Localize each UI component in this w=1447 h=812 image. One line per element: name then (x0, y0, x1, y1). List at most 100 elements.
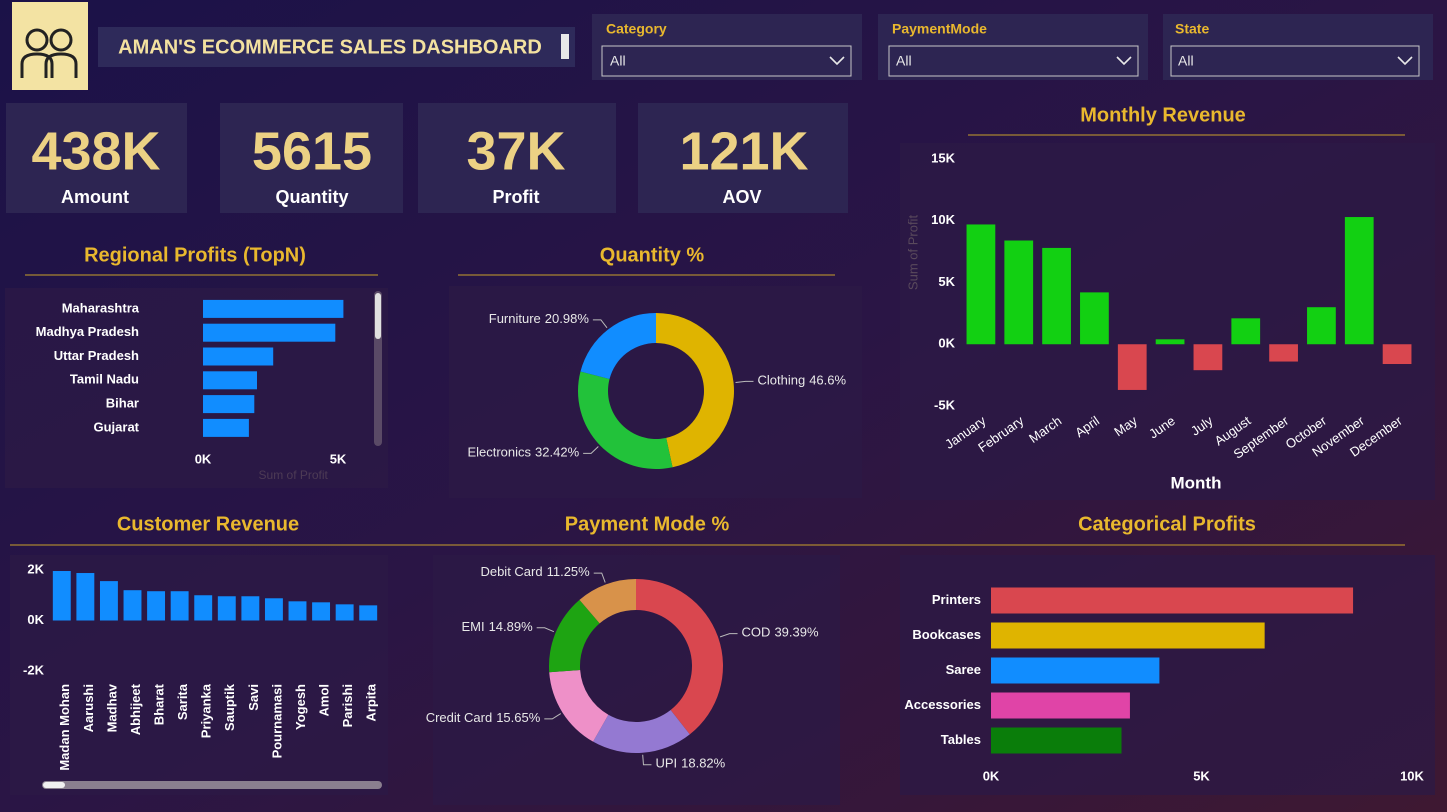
data-label: COD 39.39% (742, 625, 819, 640)
dropdown[interactable] (1170, 45, 1420, 77)
dropdown[interactable] (601, 45, 852, 77)
bar (76, 573, 95, 621)
bar (264, 598, 283, 621)
kpi-label: AOV (722, 187, 761, 207)
y-tick-label: -2K (23, 662, 45, 677)
bar (170, 591, 189, 621)
bar (991, 727, 1122, 754)
scrollbar[interactable] (42, 781, 382, 789)
bar (217, 596, 236, 621)
kpi-value: 121K (679, 121, 808, 181)
donut-segment (579, 579, 636, 624)
slicer-label: Category (606, 21, 667, 37)
x-tick-label: 0K (983, 768, 1000, 783)
chart-title: Monthly Revenue (1080, 104, 1246, 126)
category-label: Tables (941, 732, 981, 747)
x-axis-label: Month (1171, 473, 1222, 492)
y-tick-label: 0K (938, 336, 955, 351)
bar (1117, 344, 1147, 390)
bar (1042, 247, 1071, 345)
bar (312, 602, 331, 621)
chart-title: Payment Mode % (565, 513, 730, 535)
data-label: Electronics 32.42% (467, 445, 579, 460)
scrollbar-thumb[interactable] (43, 782, 65, 788)
slicer[interactable]: State All (1163, 14, 1433, 80)
donut-segment (548, 599, 600, 673)
bar (203, 347, 274, 366)
y-tick-label: -5K (934, 397, 956, 412)
slicer[interactable]: Category All (592, 14, 862, 80)
leader-line (583, 446, 599, 454)
y-tick-label: 10K (931, 212, 955, 227)
donut-segment (578, 371, 673, 470)
x-axis-label: Sum of Profit (259, 468, 329, 482)
x-tick-label: Aarushi (81, 684, 96, 732)
data-label-value: 46.6% (809, 373, 846, 388)
slicer-label: State (1175, 21, 1209, 37)
bar (147, 591, 166, 621)
data-label: Clothing 46.6% (757, 373, 846, 388)
data-label: Credit Card 15.65% (426, 710, 541, 725)
category-label: Uttar Pradesh (54, 348, 139, 363)
bar (991, 692, 1130, 719)
bar (1193, 344, 1223, 371)
scrollbar-thumb[interactable] (375, 293, 381, 339)
bar (1382, 344, 1412, 365)
data-label-name: EMI (461, 619, 484, 634)
chart-title: Quantity % (600, 244, 705, 266)
x-tick-label: Parishi (340, 684, 355, 727)
bar (1231, 318, 1261, 345)
logo (12, 2, 88, 90)
bar (991, 587, 1354, 614)
title-box (98, 27, 575, 67)
bar (1155, 339, 1185, 345)
category-label: Tamil Nadu (70, 372, 139, 387)
kpi-card (418, 103, 616, 213)
data-label: UPI 18.82% (655, 756, 725, 771)
bar (203, 395, 255, 414)
donut-segment (593, 710, 690, 753)
kpi-label: Profit (493, 187, 540, 207)
bar (203, 371, 257, 390)
leader-line (592, 319, 608, 329)
leader-line (544, 713, 562, 720)
data-label: Furniture 20.98% (489, 311, 590, 326)
bar (203, 323, 336, 342)
data-label-value: 18.82% (681, 756, 726, 771)
bar (203, 299, 344, 318)
bar (359, 605, 378, 621)
category-label: Printers (932, 592, 981, 607)
bar (1269, 344, 1298, 362)
x-tick-label: Madan Mohan (57, 684, 72, 771)
category-label: Bihar (106, 396, 139, 411)
data-label-name: Clothing (757, 373, 805, 388)
x-tick-label: 5K (1193, 768, 1210, 783)
dropdown[interactable] (888, 45, 1139, 77)
slicer-value: All (1178, 53, 1194, 69)
bar (1004, 240, 1034, 345)
slicer[interactable]: PaymentMode All (878, 14, 1148, 80)
x-tick-label: Pournamasi (269, 684, 284, 758)
data-label-name: Debit Card (480, 565, 542, 580)
donut-segment (580, 313, 656, 380)
bar (1344, 217, 1374, 345)
category-label: Gujarat (93, 419, 139, 434)
bar (52, 571, 71, 621)
x-tick-label: Sauptik (222, 683, 237, 731)
x-tick-label: 0K (195, 451, 212, 466)
data-label-value: 11.25% (547, 565, 591, 580)
slicer-value: All (896, 53, 912, 69)
bar (203, 418, 249, 437)
dashboard-title: AMAN'S ECOMMERCE SALES DASHBOARD (118, 36, 542, 58)
x-tick-label: Bharat (152, 683, 167, 725)
bar (194, 595, 213, 621)
x-tick-label: Madhav (104, 683, 119, 732)
slicer-value: All (610, 53, 626, 69)
x-tick-label: 10K (1400, 768, 1424, 783)
chart-title: Categorical Profits (1078, 513, 1256, 535)
x-tick-label: Sarita (175, 683, 190, 720)
chart-title: Regional Profits (TopN) (84, 244, 306, 266)
x-tick-label: Abhijeet (128, 683, 143, 735)
x-tick-label: Savi (246, 684, 261, 711)
chart-title: Customer Revenue (117, 513, 299, 535)
